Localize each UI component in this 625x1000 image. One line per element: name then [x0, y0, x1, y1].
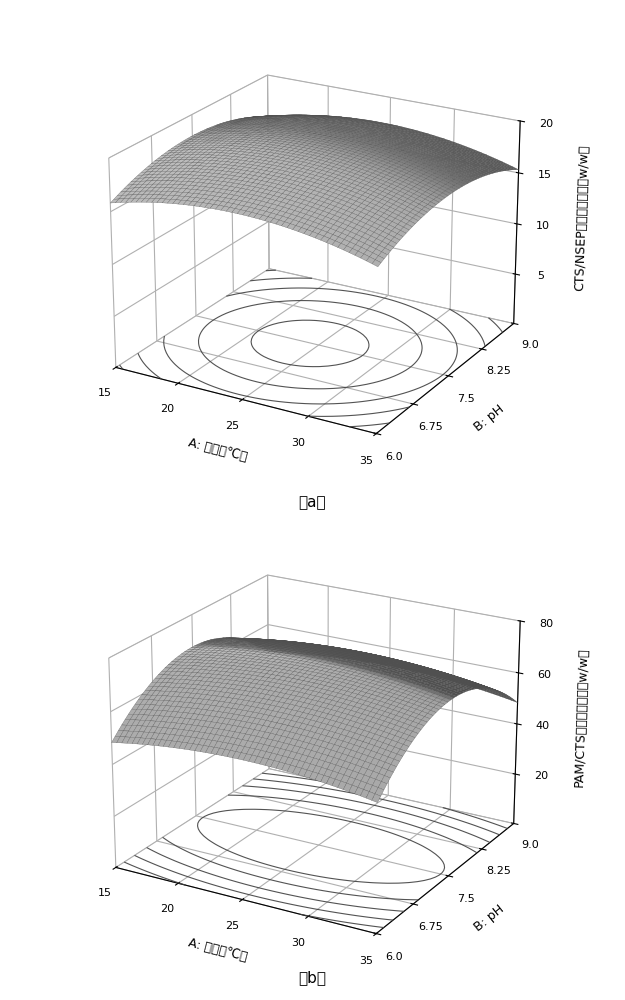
X-axis label: A: 温度（℃）: A: 温度（℃）: [186, 437, 248, 464]
Y-axis label: B: pH: B: pH: [472, 902, 507, 934]
X-axis label: A: 温度（℃）: A: 温度（℃）: [186, 937, 248, 964]
Text: （a）: （a）: [299, 495, 326, 510]
Text: （b）: （b）: [299, 970, 326, 985]
Y-axis label: B: pH: B: pH: [472, 402, 507, 434]
